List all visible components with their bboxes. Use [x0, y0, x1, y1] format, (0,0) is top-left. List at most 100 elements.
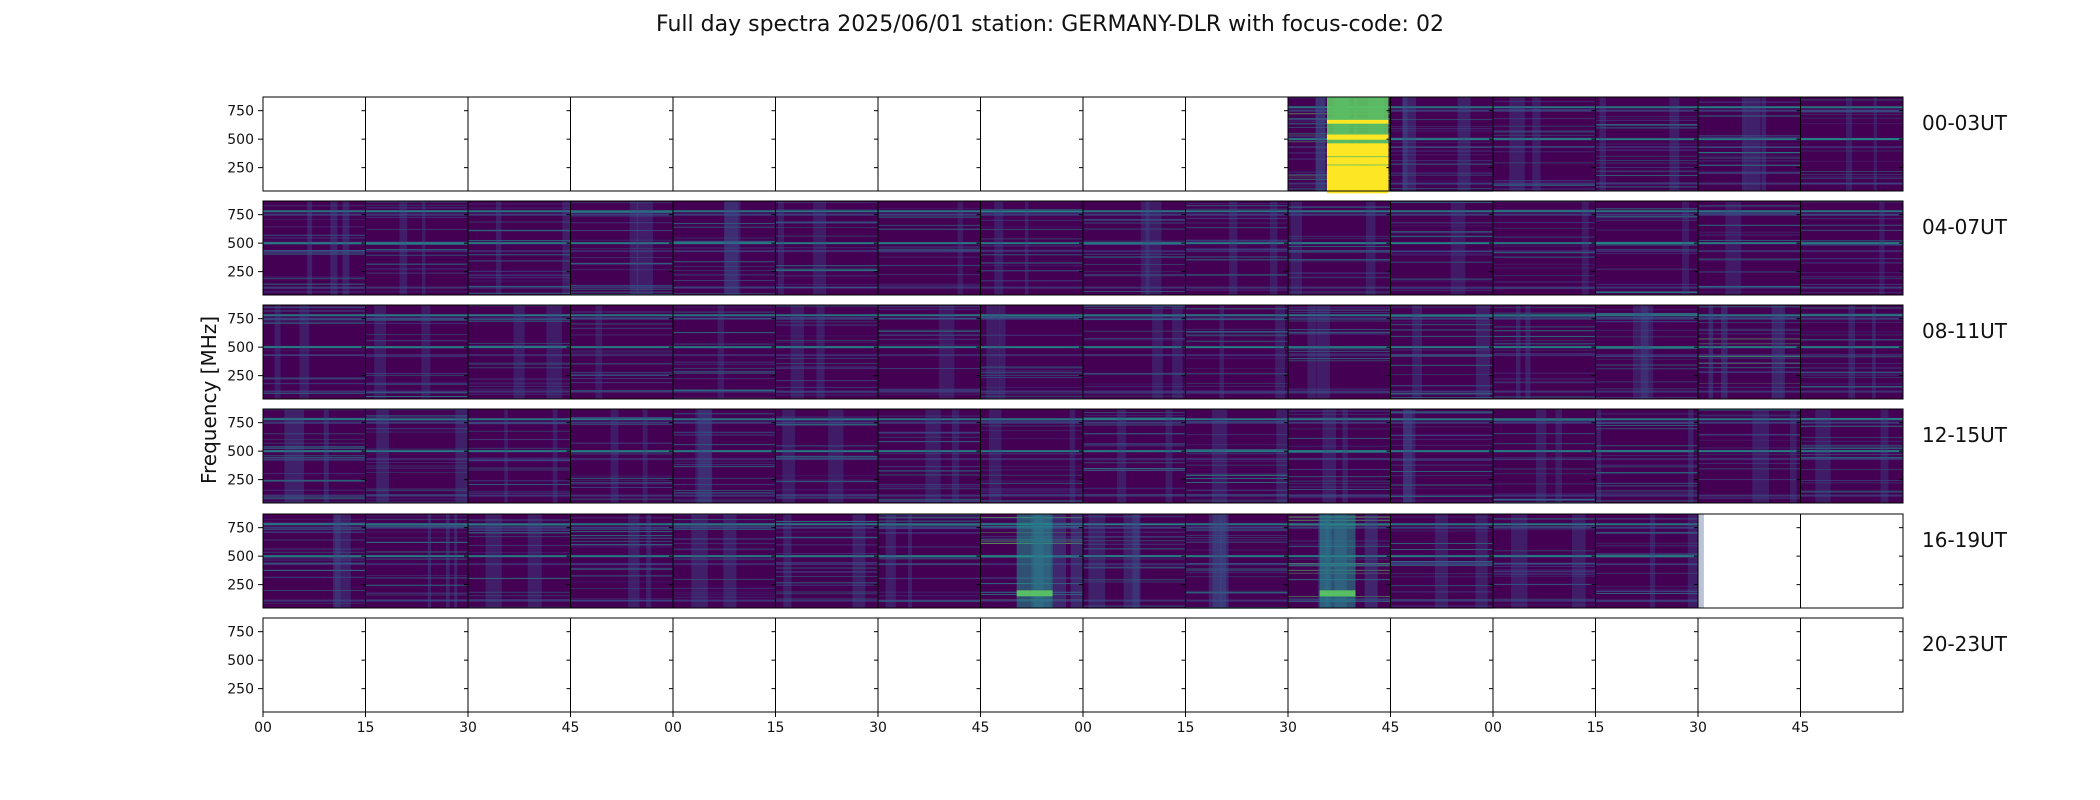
noise-line	[263, 529, 366, 531]
frequency-band	[365, 458, 468, 461]
noise-line	[1083, 383, 1186, 385]
frequency-band	[263, 599, 366, 602]
noise-line	[263, 590, 366, 592]
noise-line	[570, 269, 673, 271]
frequency-band	[1800, 346, 1903, 349]
spectrum-panel	[1185, 305, 1288, 399]
noise-line	[468, 230, 571, 232]
panel-frame	[1697, 513, 1801, 609]
noise-line	[1083, 386, 1186, 388]
frequency-band	[468, 286, 571, 289]
burst-column	[723, 514, 737, 608]
noise-line	[365, 448, 468, 450]
spectrum-panel	[980, 305, 1083, 399]
noise-line	[1493, 330, 1596, 332]
noise-line	[570, 263, 673, 265]
burst-column	[1088, 514, 1106, 608]
noise-line	[263, 240, 366, 242]
frequency-band	[1800, 210, 1903, 213]
x-tick-label: 30	[869, 720, 887, 736]
frequency-band	[1185, 526, 1288, 529]
noise-line	[570, 544, 673, 546]
noise-line	[468, 342, 571, 344]
noise-line	[1493, 151, 1596, 153]
frequency-band	[1185, 390, 1288, 393]
noise-line	[1390, 137, 1493, 139]
noise-line	[673, 241, 776, 243]
noise-line	[1390, 150, 1493, 152]
noise-line	[1595, 252, 1698, 254]
noise-line	[775, 366, 878, 368]
frequency-band	[365, 599, 468, 602]
frequency-band	[980, 346, 1083, 349]
frequency-band	[673, 314, 776, 317]
noise-line	[1185, 572, 1288, 574]
noise-line	[1595, 124, 1698, 126]
noise-line	[365, 268, 468, 270]
noise-line	[263, 551, 366, 553]
noise-line	[1698, 434, 1801, 436]
noise-line	[673, 306, 776, 308]
frequency-band	[673, 213, 776, 216]
frequency-band	[1800, 146, 1903, 149]
burst-low-band	[1319, 590, 1356, 597]
noise-line	[1185, 489, 1288, 491]
noise-line	[468, 492, 571, 494]
noise-line	[468, 469, 571, 471]
burst-column	[1140, 201, 1150, 295]
noise-line	[1698, 285, 1801, 287]
noise-line	[1493, 493, 1596, 495]
noise-line	[878, 344, 981, 346]
burst-column	[1640, 305, 1654, 399]
noise-line	[570, 477, 673, 479]
noise-line	[1493, 201, 1596, 203]
page-title: Full day spectra 2025/06/01 station: GER…	[656, 12, 1444, 37]
noise-line	[365, 574, 468, 576]
burst-column	[376, 409, 390, 503]
noise-line	[1800, 372, 1903, 374]
noise-line	[673, 274, 776, 276]
noise-line	[365, 243, 468, 245]
noise-line	[263, 496, 366, 498]
noise-line	[775, 380, 878, 382]
frequency-band	[775, 450, 878, 453]
noise-line	[1698, 115, 1801, 117]
noise-line	[673, 461, 776, 463]
row-label: 12-15UT	[1922, 423, 2008, 447]
noise-line	[1390, 562, 1493, 564]
noise-line	[1288, 334, 1391, 336]
noise-line	[1083, 578, 1186, 580]
noise-line	[1493, 125, 1596, 127]
noise-line	[878, 516, 981, 518]
frequency-band	[1595, 418, 1698, 421]
frequency-band	[1800, 213, 1903, 216]
burst-column	[1761, 97, 1767, 191]
noise-line	[878, 432, 981, 434]
noise-line	[1185, 549, 1288, 551]
frequency-band	[365, 210, 468, 213]
burst-column	[1402, 97, 1416, 191]
noise-line	[365, 383, 468, 385]
frequency-band	[878, 555, 981, 558]
noise-line	[1698, 173, 1801, 175]
y-axis-label: Frequency [MHz]	[197, 316, 221, 484]
noise-line	[1595, 532, 1698, 534]
burst-column	[885, 514, 896, 608]
burst-column	[1269, 201, 1278, 295]
noise-line	[1083, 581, 1186, 583]
frequency-band	[980, 286, 1083, 289]
frequency-band	[468, 354, 571, 357]
noise-line	[673, 432, 776, 434]
burst-column	[1457, 97, 1471, 191]
noise-line	[673, 549, 776, 551]
spectrum-panel	[365, 201, 468, 295]
noise-line	[980, 228, 1083, 230]
noise-line	[1595, 554, 1698, 556]
frequency-band	[1185, 494, 1288, 497]
frequency-band	[673, 599, 776, 602]
noise-line	[1288, 437, 1391, 439]
x-tick-label: 00	[254, 720, 272, 736]
frequency-band	[1698, 138, 1801, 141]
noise-line	[263, 522, 366, 524]
noise-line	[263, 531, 366, 533]
